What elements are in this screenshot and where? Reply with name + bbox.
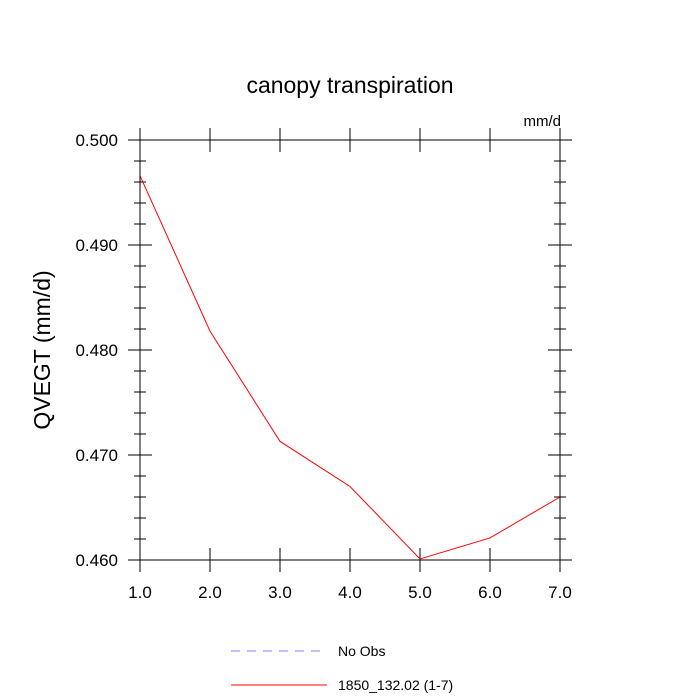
chart-title: canopy transpiration (246, 72, 453, 98)
axis-ticks (128, 128, 572, 572)
series-line (139, 175, 561, 560)
tick-labels: 1.0 2.0 3.0 4.0 5.0 6.0 7.0 0.460 0.470 0.480 0.49… (75, 131, 571, 602)
y-tick-label: 0.460 (75, 551, 118, 570)
series-layer (139, 175, 561, 560)
y-tick-label: 0.470 (75, 446, 118, 465)
legend: No Obs 1850_132.02 (1-7) (231, 643, 453, 693)
legend-label-no-obs: No Obs (338, 643, 385, 659)
x-tick-label: 3.0 (268, 583, 292, 602)
y-tick-label: 0.480 (75, 341, 118, 360)
x-tick-label: 7.0 (548, 583, 572, 602)
x-tick-label: 5.0 (408, 583, 432, 602)
y-tick-label: 0.490 (75, 236, 118, 255)
y-tick-label: 0.500 (75, 131, 118, 150)
units-label: mm/d (524, 113, 562, 130)
x-tick-label: 6.0 (478, 583, 502, 602)
y-axis-label: QVEGT (mm/d) (29, 270, 55, 429)
x-tick-label: 2.0 (198, 583, 222, 602)
x-tick-label: 1.0 (128, 583, 152, 602)
x-tick-label: 4.0 (338, 583, 362, 602)
legend-label-series: 1850_132.02 (1-7) (338, 677, 453, 693)
plot-frame (139, 139, 561, 561)
